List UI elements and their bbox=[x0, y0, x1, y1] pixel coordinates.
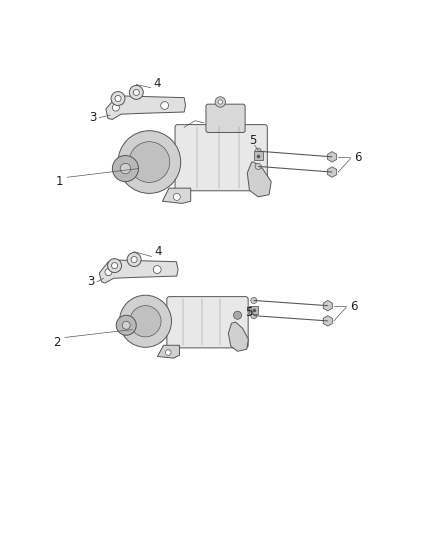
Circle shape bbox=[116, 315, 136, 335]
Polygon shape bbox=[99, 260, 178, 283]
Text: 1: 1 bbox=[56, 175, 63, 188]
Bar bbox=[250, 305, 258, 314]
Circle shape bbox=[131, 256, 137, 263]
Circle shape bbox=[105, 269, 112, 276]
Polygon shape bbox=[328, 151, 337, 162]
Polygon shape bbox=[106, 96, 185, 119]
Text: 4: 4 bbox=[154, 245, 162, 258]
Circle shape bbox=[130, 305, 161, 337]
Text: 5: 5 bbox=[245, 306, 252, 319]
Circle shape bbox=[122, 321, 130, 329]
Polygon shape bbox=[328, 167, 337, 177]
Circle shape bbox=[120, 295, 171, 348]
Polygon shape bbox=[228, 322, 248, 351]
Circle shape bbox=[255, 163, 261, 169]
Circle shape bbox=[133, 90, 139, 95]
Polygon shape bbox=[162, 188, 191, 204]
Circle shape bbox=[108, 259, 121, 272]
Circle shape bbox=[161, 102, 169, 109]
Polygon shape bbox=[323, 301, 332, 311]
Circle shape bbox=[218, 100, 223, 104]
Polygon shape bbox=[157, 345, 180, 358]
Text: 5: 5 bbox=[249, 134, 256, 147]
Circle shape bbox=[111, 92, 125, 106]
Polygon shape bbox=[247, 162, 271, 197]
Circle shape bbox=[166, 350, 171, 356]
Circle shape bbox=[129, 85, 143, 99]
Text: 3: 3 bbox=[89, 111, 96, 124]
Circle shape bbox=[120, 163, 131, 174]
Circle shape bbox=[153, 265, 161, 273]
Circle shape bbox=[251, 297, 257, 303]
Bar bbox=[254, 151, 262, 160]
Text: 6: 6 bbox=[350, 300, 358, 313]
Circle shape bbox=[127, 253, 141, 266]
Circle shape bbox=[113, 104, 119, 111]
Text: 3: 3 bbox=[87, 275, 94, 288]
FancyBboxPatch shape bbox=[175, 125, 267, 191]
FancyBboxPatch shape bbox=[206, 104, 245, 133]
Circle shape bbox=[173, 193, 180, 200]
Circle shape bbox=[129, 142, 170, 182]
Circle shape bbox=[233, 311, 241, 319]
Text: 4: 4 bbox=[153, 77, 161, 90]
Circle shape bbox=[115, 95, 121, 102]
Circle shape bbox=[113, 156, 138, 182]
Text: 2: 2 bbox=[53, 336, 61, 349]
Circle shape bbox=[255, 148, 261, 154]
Text: 6: 6 bbox=[354, 151, 362, 164]
FancyBboxPatch shape bbox=[167, 297, 248, 348]
Polygon shape bbox=[323, 316, 332, 326]
Circle shape bbox=[251, 313, 257, 319]
Circle shape bbox=[118, 131, 181, 193]
Circle shape bbox=[112, 263, 117, 269]
Circle shape bbox=[215, 97, 226, 107]
